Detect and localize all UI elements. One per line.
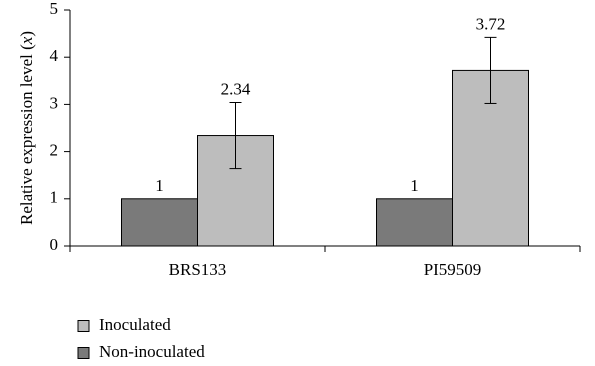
y-tick-label: 1 bbox=[50, 188, 59, 207]
y-tick-label: 5 bbox=[50, 0, 59, 18]
data-label: 3.72 bbox=[476, 14, 506, 33]
legend-label: Non-inoculated bbox=[99, 342, 205, 361]
x-tick-label: BRS133 bbox=[169, 260, 227, 279]
data-label: 1 bbox=[410, 176, 419, 195]
y-axis-title: Relative expression level (x) bbox=[17, 31, 36, 225]
y-tick-label: 2 bbox=[50, 141, 59, 160]
bar bbox=[121, 198, 198, 247]
plot-area: 0 1 2 3 4 5 BRS133 1 2.34 PI59509 1 3.72 bbox=[50, 0, 581, 279]
data-label: 1 bbox=[155, 176, 164, 195]
bar bbox=[376, 198, 453, 247]
y-tick-label: 3 bbox=[50, 93, 59, 112]
x-tick-label: PI59509 bbox=[424, 260, 482, 279]
y-tick-label: 0 bbox=[50, 235, 59, 254]
data-label: 2.34 bbox=[221, 80, 251, 99]
y-tick-label: 4 bbox=[50, 46, 59, 65]
svg-text:Relative expression level (x): Relative expression level (x) bbox=[17, 31, 36, 225]
legend: Inoculated Non-inoculated bbox=[77, 315, 205, 361]
legend-swatch bbox=[77, 347, 90, 359]
legend-label: Inoculated bbox=[99, 315, 171, 334]
legend-swatch bbox=[77, 320, 90, 332]
